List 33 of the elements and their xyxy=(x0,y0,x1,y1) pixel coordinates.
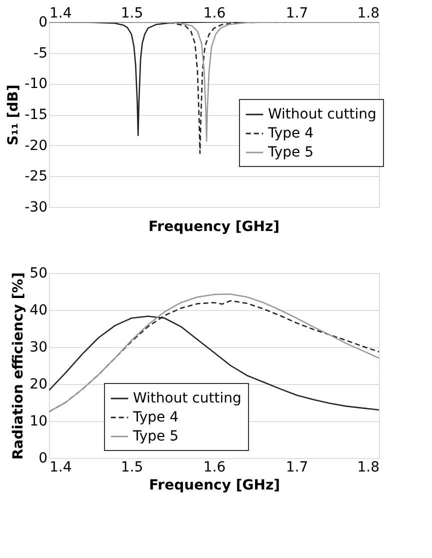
y-tick-label: -5 xyxy=(34,45,48,62)
x-tick-label: 1.6 xyxy=(203,6,226,22)
x-tick-label: 1.8 xyxy=(357,6,380,22)
y-tick-label: -20 xyxy=(24,138,48,154)
x-tick-label: 1.6 xyxy=(203,460,226,476)
y-tick-label: -30 xyxy=(24,200,48,216)
x-tick-label: 1.4 xyxy=(50,460,72,476)
x-tick-label: 1.7 xyxy=(286,6,308,22)
y-tick-label: 30 xyxy=(30,340,48,356)
legend-label: Type 4 xyxy=(267,126,314,142)
x-tick-label: 1.7 xyxy=(286,460,308,476)
x-tick-label: 1.8 xyxy=(357,460,380,476)
legend-label: Type 5 xyxy=(267,144,314,160)
y-axis-title: Radiation efficiency [%] xyxy=(10,272,27,460)
y-tick-label: 10 xyxy=(30,414,48,430)
legend-label: Type 4 xyxy=(132,410,179,426)
x-tick-label: 1.4 xyxy=(50,6,72,22)
x-axis-title: Frequency [GHz] xyxy=(149,478,280,494)
x-tick-label: 1.5 xyxy=(120,460,144,476)
y-tick-label: -10 xyxy=(24,76,48,92)
x-tick-label: 1.5 xyxy=(120,6,144,22)
x-axis-title: Frequency [GHz] xyxy=(148,219,280,235)
legend-label: Type 5 xyxy=(132,428,179,444)
legend-label: Without cutting xyxy=(268,106,376,122)
y-tick-label: 20 xyxy=(30,376,48,392)
y-tick-label: -25 xyxy=(24,168,48,185)
y-axis-title: S₁₁ [dB] xyxy=(6,84,22,146)
y-tick-label: 0 xyxy=(38,450,48,466)
y-tick-label: 0 xyxy=(38,14,48,30)
y-tick-label: 50 xyxy=(30,266,48,282)
y-tick-label: -15 xyxy=(24,107,48,123)
legend-label: Without cutting xyxy=(133,390,242,406)
y-tick-label: 40 xyxy=(30,302,48,318)
